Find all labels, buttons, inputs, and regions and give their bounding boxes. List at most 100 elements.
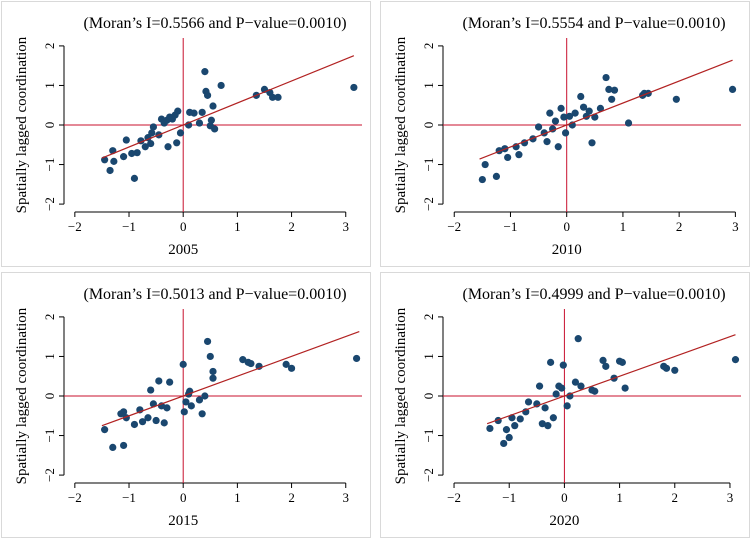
data-point xyxy=(554,143,562,151)
data-point xyxy=(579,103,588,111)
data-point xyxy=(207,116,215,124)
chart-title: (Moran’s I=0.5013 and P−value=0.0010) xyxy=(83,286,346,303)
data-point xyxy=(206,352,214,361)
data-point xyxy=(163,404,171,412)
x-axis-label: 2015 xyxy=(168,513,198,529)
data-point xyxy=(588,139,596,147)
data-point xyxy=(486,424,494,433)
data-point xyxy=(110,157,118,165)
data-point xyxy=(182,398,190,406)
data-point xyxy=(502,426,511,434)
data-point xyxy=(133,149,141,157)
x-tick-label: −2 xyxy=(447,490,461,505)
data-point xyxy=(552,390,560,398)
data-point xyxy=(534,123,543,131)
data-point xyxy=(559,361,567,369)
x-tick-label: 0 xyxy=(561,490,568,505)
data-point xyxy=(282,360,290,368)
scatter-plot-2015: (Moran’s I=0.5013 and P−value=0.0010) Spa… xyxy=(14,286,362,529)
y-tick-label: −1 xyxy=(42,158,57,172)
data-point xyxy=(558,384,566,392)
data-point xyxy=(160,419,168,427)
data-point xyxy=(209,374,217,382)
data-point xyxy=(505,433,513,442)
data-point xyxy=(201,68,209,76)
data-point xyxy=(141,143,149,151)
data-point xyxy=(478,175,486,184)
data-point xyxy=(599,356,607,365)
data-point xyxy=(571,378,580,386)
x-tick-label: 1 xyxy=(234,219,241,234)
fit-line xyxy=(486,334,736,425)
data-point xyxy=(274,93,282,101)
data-point xyxy=(122,136,130,144)
data-point xyxy=(731,356,740,364)
x-tick-label: 1 xyxy=(234,490,241,505)
data-point xyxy=(662,364,671,372)
data-point xyxy=(155,377,163,385)
data-point xyxy=(538,420,546,428)
x-axis-label: 2005 xyxy=(168,242,198,258)
data-point xyxy=(602,362,610,370)
x-tick-label: −2 xyxy=(68,219,82,234)
data-point xyxy=(672,95,680,103)
data-point xyxy=(179,360,187,368)
data-point xyxy=(269,93,277,101)
data-point xyxy=(120,408,128,416)
scatter-plot-2020: (Moran’s I=0.4999 and P−value=0.0010) Spa… xyxy=(393,286,741,529)
data-point xyxy=(549,414,557,422)
scatter-plot-2005: (Moran’s I=0.5566 and P−value=0.0010) Spa… xyxy=(14,15,362,258)
x-tick-label: 0 xyxy=(180,490,187,505)
y-tick-label: 1 xyxy=(42,82,57,89)
data-point xyxy=(198,410,206,418)
y-tick-label: 1 xyxy=(42,353,57,360)
x-tick-label: −1 xyxy=(122,490,136,505)
data-point xyxy=(195,396,204,404)
data-point xyxy=(610,86,619,94)
data-point xyxy=(173,139,181,147)
data-point xyxy=(524,398,533,406)
y-tick-label: −1 xyxy=(42,429,57,443)
data-point xyxy=(203,337,212,346)
data-point xyxy=(190,109,198,117)
fit-line xyxy=(101,55,355,159)
fit-line xyxy=(479,59,733,160)
data-point xyxy=(500,439,508,448)
y-tick-label: −1 xyxy=(421,158,436,172)
data-point xyxy=(149,123,157,131)
chart-panel-2010: (Moran’s I=0.5554 and P−value=0.0010) Spa… xyxy=(380,1,750,267)
data-point xyxy=(138,418,147,426)
y-tick-label: −2 xyxy=(421,197,436,211)
data-point xyxy=(561,129,570,137)
x-tick-label: −1 xyxy=(502,490,516,505)
y-tick-label: 0 xyxy=(421,393,436,400)
y-axis-label: Spatially lagged coordination xyxy=(393,36,409,213)
data-point xyxy=(585,107,593,115)
data-point xyxy=(239,356,247,364)
data-point xyxy=(602,73,610,82)
data-point xyxy=(571,109,579,117)
y-tick-label: 1 xyxy=(421,82,436,89)
x-tick-label: −1 xyxy=(122,219,136,234)
y-tick-label: 1 xyxy=(421,353,436,360)
y-tick-label: 0 xyxy=(42,122,57,129)
data-point xyxy=(120,441,128,450)
data-point xyxy=(350,83,358,92)
y-tick-label: 2 xyxy=(42,43,57,50)
data-point xyxy=(516,415,524,423)
data-point xyxy=(195,119,204,127)
data-point xyxy=(148,129,156,137)
data-point xyxy=(144,414,152,422)
y-axis-label: Spatially lagged coordination xyxy=(14,36,30,213)
x-tick-label: 2 xyxy=(676,219,683,234)
x-tick-label: 2 xyxy=(672,490,679,505)
data-point xyxy=(547,358,555,366)
x-tick-label: 2 xyxy=(288,219,295,234)
data-point xyxy=(671,366,679,374)
data-point xyxy=(535,382,544,390)
data-point xyxy=(209,102,217,110)
data-point xyxy=(605,85,613,94)
data-point xyxy=(352,354,361,363)
y-tick-label: 0 xyxy=(42,393,57,400)
data-point xyxy=(618,358,626,366)
